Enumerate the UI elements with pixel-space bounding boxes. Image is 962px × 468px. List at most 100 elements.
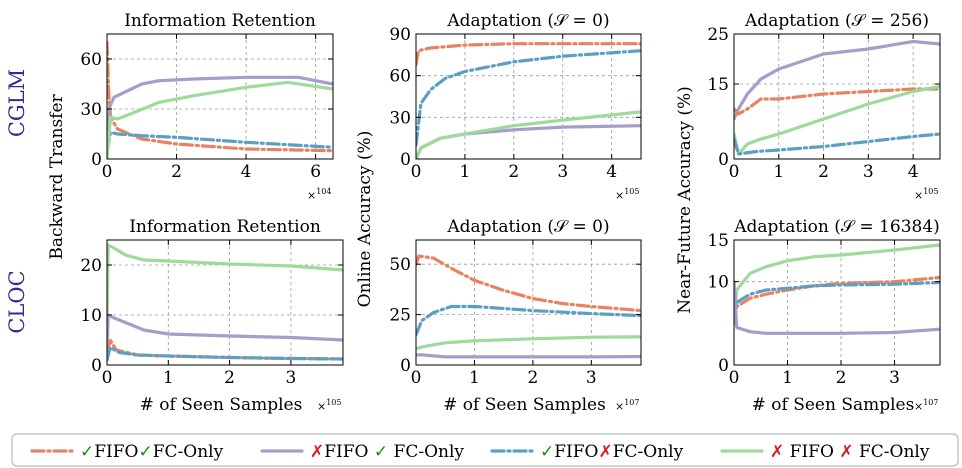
series-line-blue	[416, 49, 641, 147]
cross-mark: ✗	[839, 442, 853, 462]
plot-frame	[733, 33, 941, 160]
series-line-green	[734, 243, 940, 325]
x-tick-label: 4	[241, 162, 252, 182]
x-tick-label: 1	[459, 162, 470, 182]
x-axis-exponent: ×104	[307, 187, 332, 202]
y-tick-label: 60	[80, 50, 102, 70]
chart-title: Adaptation (𝒮 = 256)	[744, 11, 929, 31]
chart-panel-4: 0 1 2 3 0 10 20 Information Retention ×105 # of S…	[80, 217, 344, 415]
x-tick-label: 2	[224, 368, 235, 388]
x-axis-exponent: ×105	[317, 398, 342, 413]
chart-panel-5: 0 1 2 3 0 25 50 Adaptation (𝒮 = 0) ×107 # of Seen…	[389, 217, 642, 415]
plot-frame	[415, 239, 642, 366]
legend-label: ✗FIFO ✓ FC-Only	[310, 442, 464, 462]
x-tick-label: 1	[469, 368, 480, 388]
y-tick-label: 50	[389, 255, 411, 275]
check-mark: ✓	[139, 442, 153, 462]
x-axis-label: # of Seen Samples	[140, 395, 303, 415]
y-tick-label: 60	[389, 67, 411, 87]
check-mark: ✓	[80, 442, 94, 462]
cross-mark: ✗	[310, 442, 324, 462]
x-axis-exponent-power: 104	[316, 187, 331, 196]
x-tick-label: 0	[411, 162, 422, 182]
legend-text: FC-Only	[613, 442, 684, 462]
legend-label: ✓FIFO✓FC-Only	[80, 442, 224, 462]
x-tick-label: 0	[102, 368, 113, 388]
y-tick-label: 0	[718, 356, 729, 376]
series-line-purple	[416, 353, 641, 359]
x-tick-label: 2	[508, 162, 519, 182]
y-tick-label: 0	[400, 150, 411, 170]
x-axis-exponent: ×105	[914, 187, 939, 202]
y-label-online-accuracy: Online Accuracy (%)	[355, 131, 375, 308]
x-axis-exponent-power: 105	[624, 187, 639, 196]
y-tick-label: 10	[80, 306, 102, 326]
series-line-green	[107, 243, 343, 327]
y-tick-label: 20	[80, 256, 102, 276]
x-axis-label: # of Seen Samples	[443, 395, 606, 415]
cross-mark: ✗	[599, 442, 613, 462]
plot-frame	[733, 239, 941, 366]
y-tick-label: 90	[389, 25, 411, 45]
y-tick-label: 30	[80, 100, 102, 120]
y-tick-label: 0	[400, 356, 411, 376]
legend-frame	[11, 433, 959, 467]
x-tick-label: 2	[836, 368, 847, 388]
y-tick-label: 10	[707, 273, 729, 293]
series-line-blue	[734, 132, 940, 156]
series-line-purple	[416, 124, 641, 159]
series-line-blue	[416, 304, 641, 337]
legend-text: FC-Only	[388, 442, 464, 462]
plot-frame	[106, 33, 334, 160]
chart-panel-2: 0 1 2 3 4 0 30 60 90 Adaptation (𝒮 = 0) ×105	[389, 11, 642, 202]
series-line-orange	[416, 42, 641, 67]
series-line-green	[416, 335, 641, 351]
series-line-orange	[734, 87, 940, 116]
y-tick-label: 15	[707, 75, 729, 95]
x-axis-exponent-power: 105	[326, 398, 341, 407]
x-tick-label: 0	[729, 368, 740, 388]
x-tick-label: 0	[102, 162, 113, 182]
series-line-purple	[734, 280, 940, 335]
series-line-blue	[107, 345, 343, 362]
series-line-green	[734, 84, 940, 156]
x-tick-label: 4	[908, 162, 919, 182]
series-line-orange	[734, 275, 940, 325]
x-tick-label: 0	[411, 368, 422, 388]
chart-title: Adaptation (𝒮 = 16384)	[733, 217, 940, 237]
y-tick-label: 25	[707, 25, 729, 45]
series-line-orange	[416, 254, 641, 313]
series-line-blue	[734, 280, 940, 325]
check-mark: ✓	[540, 442, 554, 462]
legend-text: FC-Only	[854, 442, 930, 462]
y-tick-label: 30	[389, 108, 411, 128]
x-tick-label: 0	[729, 162, 740, 182]
series-line-green	[107, 80, 333, 159]
x-tick-label: 1	[163, 368, 174, 388]
x-axis-exponent: ×107	[914, 398, 939, 413]
x-tick-label: 2	[527, 368, 538, 388]
x-tick-label: 2	[171, 162, 182, 182]
row-label-cglm: CGLM	[5, 69, 29, 137]
y-tick-label: 15	[707, 231, 729, 251]
legend-label: ✓FIFO✗FC-Only	[540, 442, 684, 462]
series-line-purple	[107, 313, 343, 357]
x-tick-label: 3	[557, 162, 568, 182]
x-axis-label: # of Seen Samples	[752, 395, 915, 415]
x-axis-exponent: ×105	[615, 187, 640, 202]
series-line-green	[416, 110, 641, 159]
y-label-backward-transfer: Backward Transfer	[47, 93, 67, 259]
legend-label: ✗ FIFO ✗ FC-Only	[770, 442, 930, 462]
x-tick-label: 4	[606, 162, 617, 182]
x-tick-label: 3	[863, 162, 874, 182]
x-axis-exponent-power: 107	[923, 398, 938, 407]
y-label-near-future-accuracy: Near-Future Accuracy (%)	[675, 86, 695, 314]
row-label-cloc: CLOC	[5, 270, 29, 333]
plot-frame	[415, 33, 642, 160]
x-tick-label: 6	[310, 162, 321, 182]
x-tick-label: 3	[889, 368, 900, 388]
